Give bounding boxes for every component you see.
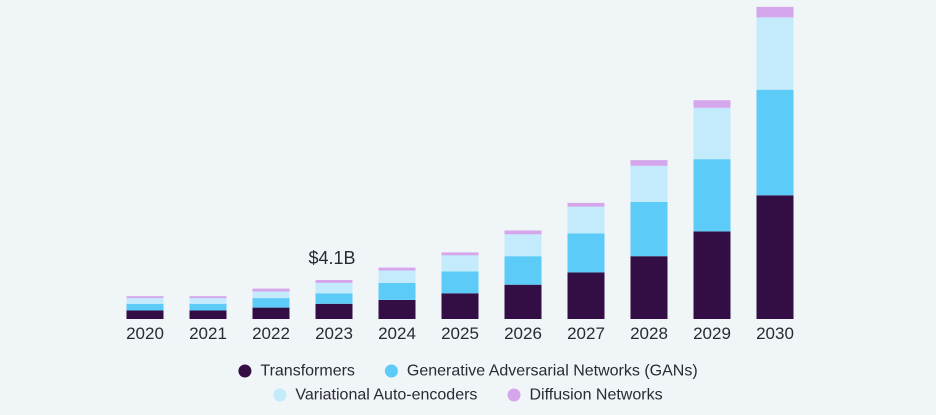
legend-swatch-1 xyxy=(384,364,398,378)
bar-group-2026 xyxy=(504,230,542,319)
bar-2020-series-3 xyxy=(126,296,164,299)
x-tick-label-2025: 2025 xyxy=(441,324,479,343)
bar-2027-series-3 xyxy=(567,202,605,207)
legend-item-1: Generative Adversarial Networks (GANs) xyxy=(384,363,698,380)
bar-2022-series-1 xyxy=(252,298,290,308)
bar-2026-series-2 xyxy=(504,234,542,257)
annotations-layer: $4.1B xyxy=(308,248,355,268)
legend-item-0: Transformers xyxy=(238,363,355,380)
legend-label-2: Variational Auto-encoders xyxy=(295,387,477,404)
legend-swatch-2 xyxy=(273,388,287,402)
bar-2021-series-1 xyxy=(189,303,227,311)
bar-2026-series-1 xyxy=(504,256,542,285)
bar-2024-series-2 xyxy=(378,270,416,283)
bar-2021-series-0 xyxy=(189,310,227,319)
bar-2020-series-1 xyxy=(126,303,164,311)
bar-2027-series-1 xyxy=(567,233,605,273)
bar-2027-series-2 xyxy=(567,206,605,234)
legend: Transformers Generative Adversarial Netwo… xyxy=(238,363,698,404)
bar-2028-series-0 xyxy=(630,256,668,319)
bar-2030-series-3 xyxy=(756,6,794,18)
legend-label-3: Diffusion Networks xyxy=(530,387,663,404)
legend-row-2: Variational Auto-encoders Diffusion Netwo… xyxy=(273,387,663,404)
bar-2029-series-0 xyxy=(693,231,731,319)
legend-item-2: Variational Auto-encoders xyxy=(273,387,477,404)
bar-2030-series-0 xyxy=(756,195,794,319)
bar-2028-series-1 xyxy=(630,202,668,257)
bar-2022-series-2 xyxy=(252,291,290,299)
bar-group-2020 xyxy=(126,296,164,319)
bar-group-2027 xyxy=(567,202,605,319)
bar-group-2021 xyxy=(189,296,227,319)
bar-2022-series-0 xyxy=(252,307,290,319)
x-tick-label-2020: 2020 xyxy=(126,324,164,343)
x-tick-label-2029: 2029 xyxy=(693,324,731,343)
x-tick-label-2024: 2024 xyxy=(378,324,416,343)
bar-2023-series-2 xyxy=(315,282,353,294)
bars-layer xyxy=(126,6,794,319)
bar-2024-series-0 xyxy=(378,300,416,319)
bar-2026-series-3 xyxy=(504,230,542,235)
bar-2029-series-1 xyxy=(693,159,731,232)
bar-2024-series-3 xyxy=(378,267,416,271)
bar-2021-series-3 xyxy=(189,296,227,299)
bar-group-2022 xyxy=(252,288,290,319)
bar-group-2029 xyxy=(693,100,731,319)
bar-2023-series-3 xyxy=(315,280,353,283)
bar-2026-series-0 xyxy=(504,284,542,319)
bar-group-2025 xyxy=(441,252,479,319)
legend-label-0: Transformers xyxy=(260,363,355,380)
bar-2020-series-0 xyxy=(126,310,164,319)
bar-group-2030 xyxy=(756,6,794,319)
x-tick-label-2026: 2026 xyxy=(504,324,542,343)
x-axis-tick-labels: 2020 2021 2022 2023 2024 2025 2026 2027 2028 2029… xyxy=(126,324,794,343)
bar-group-2023 xyxy=(315,280,353,319)
bar-2024-series-1 xyxy=(378,282,416,300)
bar-2030-series-2 xyxy=(756,17,794,90)
bar-2029-series-2 xyxy=(693,107,731,160)
x-tick-label-2027: 2027 xyxy=(567,324,605,343)
x-tick-label-2021: 2021 xyxy=(189,324,227,343)
bar-2029-series-3 xyxy=(693,100,731,108)
bar-2028-series-3 xyxy=(630,160,668,166)
legend-label-1: Generative Adversarial Networks (GANs) xyxy=(407,363,698,380)
bar-2030-series-1 xyxy=(756,89,794,196)
bar-2023-series-0 xyxy=(315,303,353,319)
legend-item-3: Diffusion Networks xyxy=(507,387,663,404)
bar-group-2028 xyxy=(630,160,668,319)
x-tick-label-2030: 2030 xyxy=(756,324,794,343)
bar-2020-series-2 xyxy=(126,298,164,304)
bar-2027-series-0 xyxy=(567,272,605,319)
bar-2028-series-2 xyxy=(630,165,668,202)
bar-2025-series-2 xyxy=(441,255,479,272)
bar-2021-series-2 xyxy=(189,298,227,304)
legend-row-1: Transformers Generative Adversarial Netwo… xyxy=(238,363,698,380)
data-label-2023: $4.1B xyxy=(308,248,355,268)
x-tick-label-2028: 2028 xyxy=(630,324,668,343)
x-tick-label-2023: 2023 xyxy=(315,324,353,343)
legend-swatch-3 xyxy=(507,388,521,402)
bar-2025-series-1 xyxy=(441,271,479,294)
x-tick-label-2022: 2022 xyxy=(252,324,290,343)
bar-2025-series-0 xyxy=(441,293,479,319)
bar-2025-series-3 xyxy=(441,252,479,256)
bar-2023-series-1 xyxy=(315,293,353,304)
legend-swatch-0 xyxy=(238,364,252,378)
bar-2022-series-3 xyxy=(252,288,290,292)
bar-group-2024 xyxy=(378,267,416,319)
